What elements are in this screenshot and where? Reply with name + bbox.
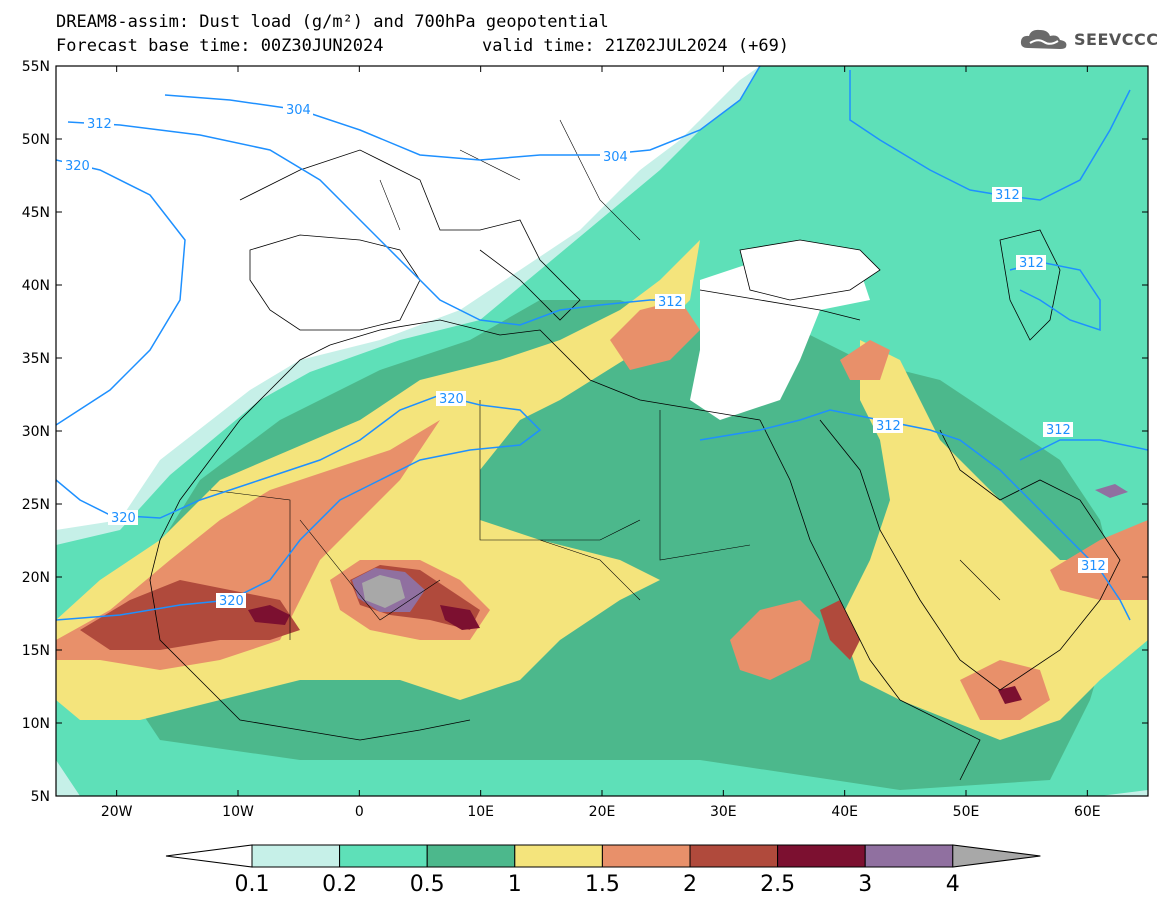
dust-layer-3-b (1095, 484, 1128, 498)
lon-tick-label: 10W (222, 804, 254, 820)
longitude-axis: 20W 10W 0 10E 20E 30E 40E 50E 60E (101, 66, 1101, 820)
lon-tick-label: 20W (101, 804, 133, 820)
colorbar-swatch (514, 844, 603, 868)
contour-312-caspian (1009, 261, 1101, 332)
contour-label: 312 (1046, 423, 1071, 438)
contour-label: 312 (87, 117, 112, 132)
colorbar: 0.1 0.2 0.5 1 1.5 2 2.5 3 4 (165, 844, 1041, 897)
coast-france-italy (239, 149, 581, 321)
dust-layer-1-5-c (610, 300, 700, 370)
lat-tick-label: 45N (22, 205, 50, 221)
lat-tick-label: 25N (22, 497, 50, 513)
dust-layer-2-c (820, 600, 860, 660)
contour-label: 312 (876, 419, 901, 434)
coast-caspian (999, 229, 1061, 341)
dust-layer-2-5-c (998, 686, 1022, 704)
colorbar-label: 4 (946, 872, 960, 897)
colorbar-label: 2 (683, 872, 697, 897)
colorbar-swatch (426, 844, 516, 868)
seevccc-logo: SEEVCCC (1018, 26, 1159, 52)
map-title: DREAM8-assim: Dust load (g/m²) and 700hP… (56, 12, 609, 32)
colorbar-label: 1 (508, 872, 522, 897)
contour-320-sahara (56, 394, 542, 621)
contour-label: 312 (658, 295, 683, 310)
lat-tick-label: 55N (22, 59, 50, 75)
colorbar-label: 2.5 (760, 872, 795, 897)
coast-horn-africa (899, 699, 981, 781)
coast-turkey (699, 289, 861, 321)
contour-label: 312 (995, 188, 1020, 203)
dust-layer-4 (362, 575, 405, 608)
contour-312-northeast (849, 70, 1131, 201)
coast-north-africa (329, 319, 761, 421)
dust-layer-2-5-b (440, 605, 480, 630)
lon-tick-label: 20E (589, 804, 616, 820)
colorbar-swatch (339, 844, 428, 868)
coastlines (149, 119, 1121, 781)
lat-tick-label: 30N (22, 424, 50, 440)
lon-tick-label: 30E (710, 804, 737, 820)
colorbar-label: 0.1 (235, 872, 270, 897)
contour-label: 320 (65, 159, 90, 174)
clear-area-black-sea (740, 240, 880, 300)
contour-label: 320 (111, 511, 136, 526)
colorbar-swatch (601, 844, 691, 868)
contour-label: 312 (1081, 559, 1106, 574)
contour-label: 320 (219, 594, 244, 609)
lon-tick-label: 0 (355, 804, 364, 820)
lat-tick-label: 10N (22, 716, 50, 732)
colorbar-swatch (251, 844, 341, 868)
border-lines (209, 119, 1001, 640)
contour-312-west (67, 121, 680, 326)
contour-label: 304 (286, 103, 311, 118)
forecast-base-time: Forecast base time: 00Z30JUN2024 (56, 36, 384, 56)
lon-tick-label: 60E (1074, 804, 1101, 820)
coast-black-sea (739, 239, 881, 301)
valid-time: valid time: 21Z02JUL2024 (+69) (482, 36, 790, 56)
colorbar-label: 3 (858, 872, 872, 897)
coast-iberia (249, 234, 421, 331)
lat-tick-label: 5N (31, 789, 50, 805)
dust-layer-1-5-g (840, 340, 890, 380)
latitude-axis: 55N 50N 45N 40N 35N 30N 25N 20N 15N 10N 5N (22, 59, 1148, 805)
contour-label: 320 (439, 392, 464, 407)
colorbar-arrow-left (165, 844, 253, 868)
lat-tick-label: 15N (22, 643, 50, 659)
dust-layer-2-5 (248, 605, 290, 625)
lat-tick-label: 40N (22, 278, 50, 294)
colorbar-label: 0.5 (410, 872, 445, 897)
colorbar-label: 1.5 (585, 872, 620, 897)
clear-area-atlantic (56, 66, 740, 500)
colorbar-label: 0.2 (322, 872, 357, 897)
lat-tick-label: 35N (22, 351, 50, 367)
dust-field (56, 66, 1148, 796)
lon-tick-label: 10E (467, 804, 494, 820)
cloud-logo-icon (1020, 29, 1067, 49)
plot-area: 304 304 312 312 312 312 312 312 320 320 … (56, 66, 1148, 796)
coast-west-africa (149, 344, 471, 741)
coast-red-sea (759, 419, 901, 701)
lat-tick-label: 50N (22, 132, 50, 148)
colorbar-arrow-right (952, 844, 1041, 868)
lon-tick-label: 50E (953, 804, 980, 820)
colorbar-swatch (864, 844, 954, 868)
logo-text: SEEVCCC (1074, 29, 1159, 49)
dust-layer-1-5-d (730, 600, 820, 680)
coast-arabia (819, 419, 1121, 691)
lon-tick-label: 40E (831, 804, 858, 820)
contour-320-west (56, 159, 186, 426)
dust-layer-1-east (840, 340, 1148, 740)
contour-312-gulf (1019, 439, 1148, 461)
contour-label: 312 (1019, 256, 1044, 271)
colorbar-swatch (689, 844, 779, 868)
lat-tick-label: 20N (22, 570, 50, 586)
contour-label: 304 (603, 150, 628, 165)
colorbar-swatch (777, 844, 866, 868)
contour-labels: 304 304 312 312 312 312 312 312 320 320 … (62, 102, 1108, 609)
